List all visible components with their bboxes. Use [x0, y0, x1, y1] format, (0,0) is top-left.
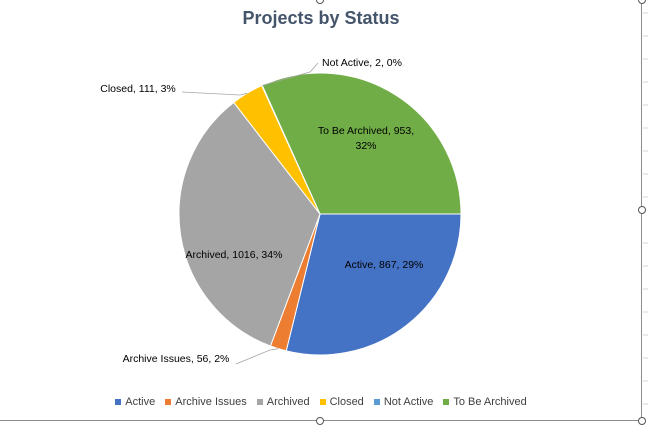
data-label-archived: Archived, 1016, 34% — [186, 249, 283, 261]
chart-title: Projects by Status — [242, 8, 400, 28]
data-label-active: Active, 867, 29% — [345, 259, 424, 271]
resize-handle-right[interactable] — [638, 206, 646, 214]
legend-label: To Be Archived — [453, 396, 527, 408]
legend-item-archived: Archived — [256, 396, 310, 408]
slice-active[interactable] — [285, 213, 462, 356]
legend-swatch — [165, 399, 172, 405]
legend-swatch — [115, 399, 122, 405]
slice-archived[interactable] — [178, 101, 321, 347]
legend-swatch — [373, 399, 380, 405]
data-label-closed: Closed, 111, 3% — [100, 83, 176, 95]
legend: Active Archive Issues Archived Closed No… — [0, 396, 642, 408]
slice-to-be-archived[interactable] — [261, 72, 462, 215]
resize-handle-bottom[interactable] — [316, 417, 324, 425]
legend-swatch — [256, 399, 263, 405]
leader-line — [261, 62, 319, 86]
resize-handle-bottom-right[interactable] — [638, 417, 646, 425]
sheet-gridlines — [643, 12, 648, 405]
legend-swatch — [443, 399, 450, 405]
legend-item-to-be-archived: To Be Archived — [443, 396, 527, 408]
legend-swatch — [319, 399, 326, 405]
data-label-to-be-archived: To Be Archived, 953, — [318, 125, 414, 137]
legend-label: Archive Issues — [175, 396, 247, 408]
data-label-archive-issues: Archive Issues, 56, 2% — [123, 353, 230, 365]
legend-item-active: Active — [115, 396, 155, 408]
legend-label: Active — [125, 396, 156, 408]
legend-item-closed: Closed — [319, 396, 364, 408]
legend-label: Closed — [329, 396, 364, 408]
leader-line — [181, 91, 248, 96]
legend-item-archive-issues: Archive Issues — [165, 396, 247, 408]
legend-label: Not Active — [383, 396, 434, 408]
data-label-not-active: Not Active, 2, 0% — [322, 57, 402, 69]
leader-line — [235, 348, 279, 365]
data-label-to-be-archived: 32% — [355, 140, 376, 152]
legend-item-not-active: Not Active — [373, 396, 434, 408]
legend-label: Archived — [266, 396, 310, 408]
